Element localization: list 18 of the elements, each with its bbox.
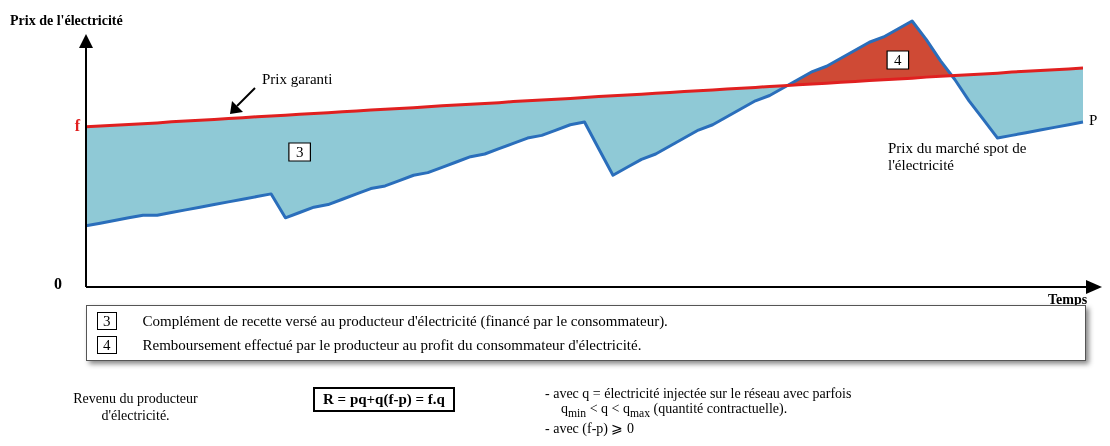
text: - avec (f-p) ⩾ 0 xyxy=(545,420,635,436)
annotation: 3 xyxy=(295,143,304,160)
series-label: Prix garanti xyxy=(262,70,333,87)
text: f xyxy=(74,117,81,135)
text: 4 xyxy=(97,336,117,354)
text: - avec q = électricité injectée sur le réseau avec parfois xyxy=(545,386,852,401)
text: q$_{min}$ < q < q$_{max}$ (quantité contractuelle). xyxy=(560,401,789,421)
annotation: P xyxy=(1089,111,1098,128)
text: R = pq+q(f-p) = f.q xyxy=(313,387,455,412)
text: 0 xyxy=(54,275,62,293)
series-label: Prix du marché spot de l'électricité xyxy=(888,139,1027,173)
text: 3 xyxy=(97,312,117,330)
text: Complément de recette versé au producteur d'électricité (financé par le consommateur). xyxy=(142,313,668,329)
x-axis-title: Temps xyxy=(1048,291,1088,307)
text: Remboursement effectué par le producteur au profit du consommateur d'électricité. xyxy=(142,337,642,353)
y-axis-title: Prix de l'électricité xyxy=(10,12,123,28)
annotation: 4 xyxy=(894,51,903,68)
text: Revenu du producteur d'électricité. xyxy=(72,390,199,424)
